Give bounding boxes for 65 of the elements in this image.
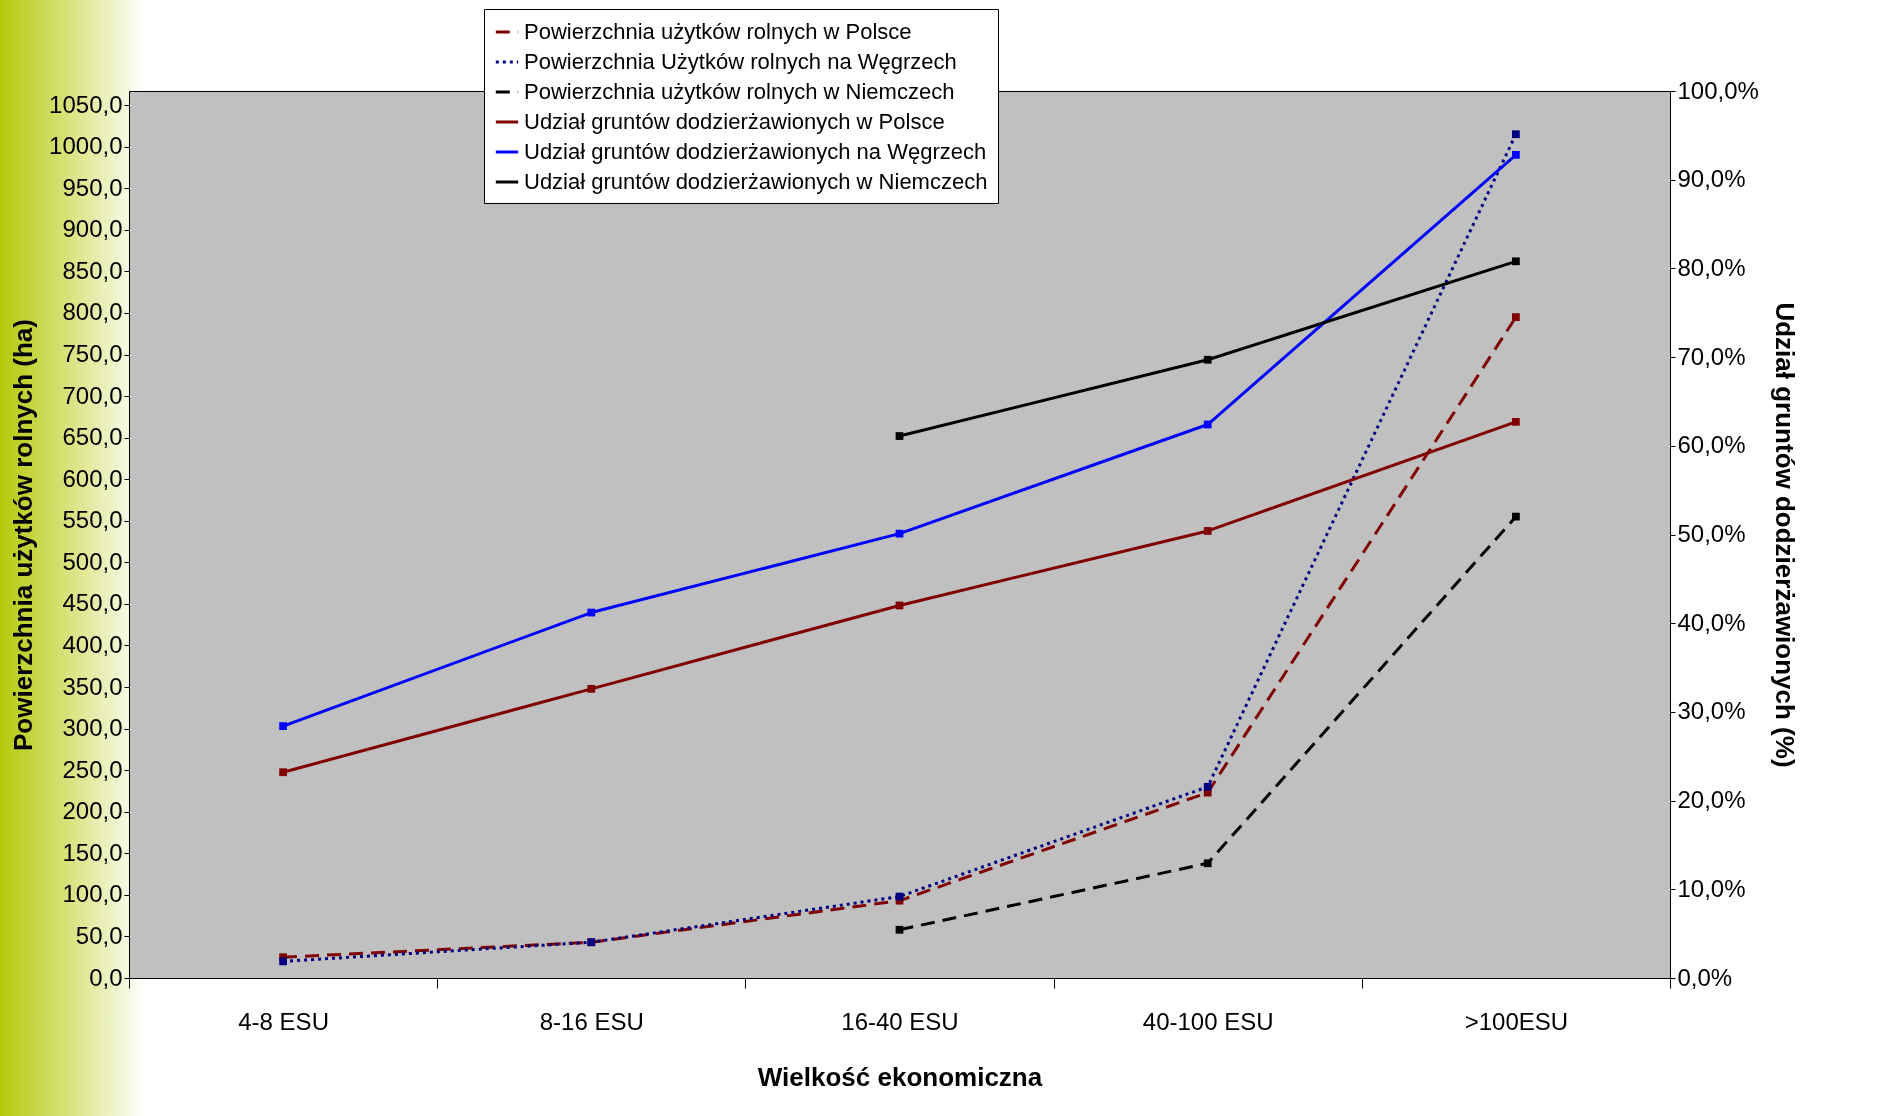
point bbox=[1512, 130, 1520, 139]
y-tick-label: 600,0 bbox=[62, 464, 123, 492]
legend-label: Powierzchnia użytków rolnych w Niemczech bbox=[524, 79, 955, 104]
y-tick-label: 700,0 bbox=[62, 381, 123, 409]
y-tick-label: 400,0 bbox=[62, 630, 123, 658]
point bbox=[1512, 313, 1520, 321]
y-tick-label: 1050,0 bbox=[49, 90, 123, 118]
y-tick-label: 50,0 bbox=[75, 921, 123, 949]
point bbox=[1203, 859, 1212, 868]
y2-tick-label: 60,0% bbox=[1677, 431, 1746, 459]
y-tick-label: 100,0 bbox=[62, 880, 123, 908]
y-tick-label: 750,0 bbox=[62, 340, 123, 368]
legend-label: Powierzchnia Użytków rolnych na Węgrzech bbox=[524, 49, 957, 74]
point bbox=[279, 957, 287, 966]
y-tick-label: 0,0 bbox=[89, 963, 123, 991]
y-axis-title: Powierzchnia użytków rolnych (ha) bbox=[8, 319, 39, 751]
y-tick-label: 500,0 bbox=[62, 547, 123, 575]
y2-tick-label: 80,0% bbox=[1677, 253, 1746, 281]
point bbox=[1512, 257, 1520, 266]
y-tick-label: 650,0 bbox=[62, 423, 123, 451]
y-tick-label: 200,0 bbox=[62, 797, 123, 825]
y-tick-label: 850,0 bbox=[62, 256, 123, 284]
x-tick-label: 40-100 ESU bbox=[1142, 1007, 1274, 1035]
y2-axis-title: Udział gruntów dodzierżawionych (%) bbox=[1769, 302, 1800, 768]
point bbox=[279, 722, 287, 730]
y-tick-label: 150,0 bbox=[62, 838, 123, 866]
y2-tick-label: 10,0% bbox=[1677, 874, 1746, 902]
y2-tick-label: 100,0% bbox=[1677, 76, 1759, 104]
y2-tick-label: 30,0% bbox=[1677, 697, 1746, 725]
y-tick-label: 900,0 bbox=[62, 215, 123, 243]
point bbox=[1512, 417, 1520, 426]
y2-tick-label: 0,0% bbox=[1677, 963, 1733, 991]
x-tick-label: >100ESU bbox=[1464, 1007, 1569, 1035]
point bbox=[587, 608, 596, 617]
x-tick-label: 4-8 ESU bbox=[238, 1007, 329, 1035]
y-tick-label: 300,0 bbox=[62, 714, 123, 742]
y2-tick-label: 40,0% bbox=[1677, 608, 1746, 636]
point bbox=[279, 768, 287, 777]
point bbox=[895, 925, 904, 934]
y-tick-label: 250,0 bbox=[62, 755, 123, 783]
legend-label: Udział gruntów dodzierżawionych w Polsce bbox=[524, 109, 945, 134]
point bbox=[1203, 782, 1212, 791]
point bbox=[895, 432, 904, 440]
legend-label: Udział gruntów dodzierżawionych na Węgrzech bbox=[524, 139, 987, 164]
x-axis-title: Wielkość ekonomiczna bbox=[757, 1061, 1043, 1092]
point bbox=[1203, 527, 1212, 535]
legend-label: Powierzchnia użytków rolnych w Polsce bbox=[524, 19, 912, 44]
y2-tick-label: 90,0% bbox=[1677, 165, 1746, 193]
point bbox=[1203, 355, 1212, 364]
y2-tick-label: 20,0% bbox=[1677, 786, 1746, 814]
point bbox=[1512, 512, 1520, 521]
x-tick-label: 16-40 ESU bbox=[841, 1007, 959, 1035]
point bbox=[1203, 420, 1212, 429]
y2-tick-label: 70,0% bbox=[1677, 342, 1746, 370]
y-tick-label: 450,0 bbox=[62, 589, 123, 617]
y-tick-label: 800,0 bbox=[62, 298, 123, 326]
y2-tick-label: 50,0% bbox=[1677, 520, 1746, 547]
y-tick-label: 550,0 bbox=[62, 506, 123, 534]
y-tick-label: 350,0 bbox=[62, 672, 123, 700]
legend-label: Udział gruntów dodzierżawionych w Niemczech bbox=[524, 169, 988, 194]
point bbox=[587, 684, 596, 693]
x-tick-label: 8-16 ESU bbox=[539, 1007, 644, 1035]
point bbox=[1512, 150, 1520, 159]
y-tick-label: 1000,0 bbox=[49, 132, 123, 160]
y-tick-label: 950,0 bbox=[62, 173, 123, 201]
